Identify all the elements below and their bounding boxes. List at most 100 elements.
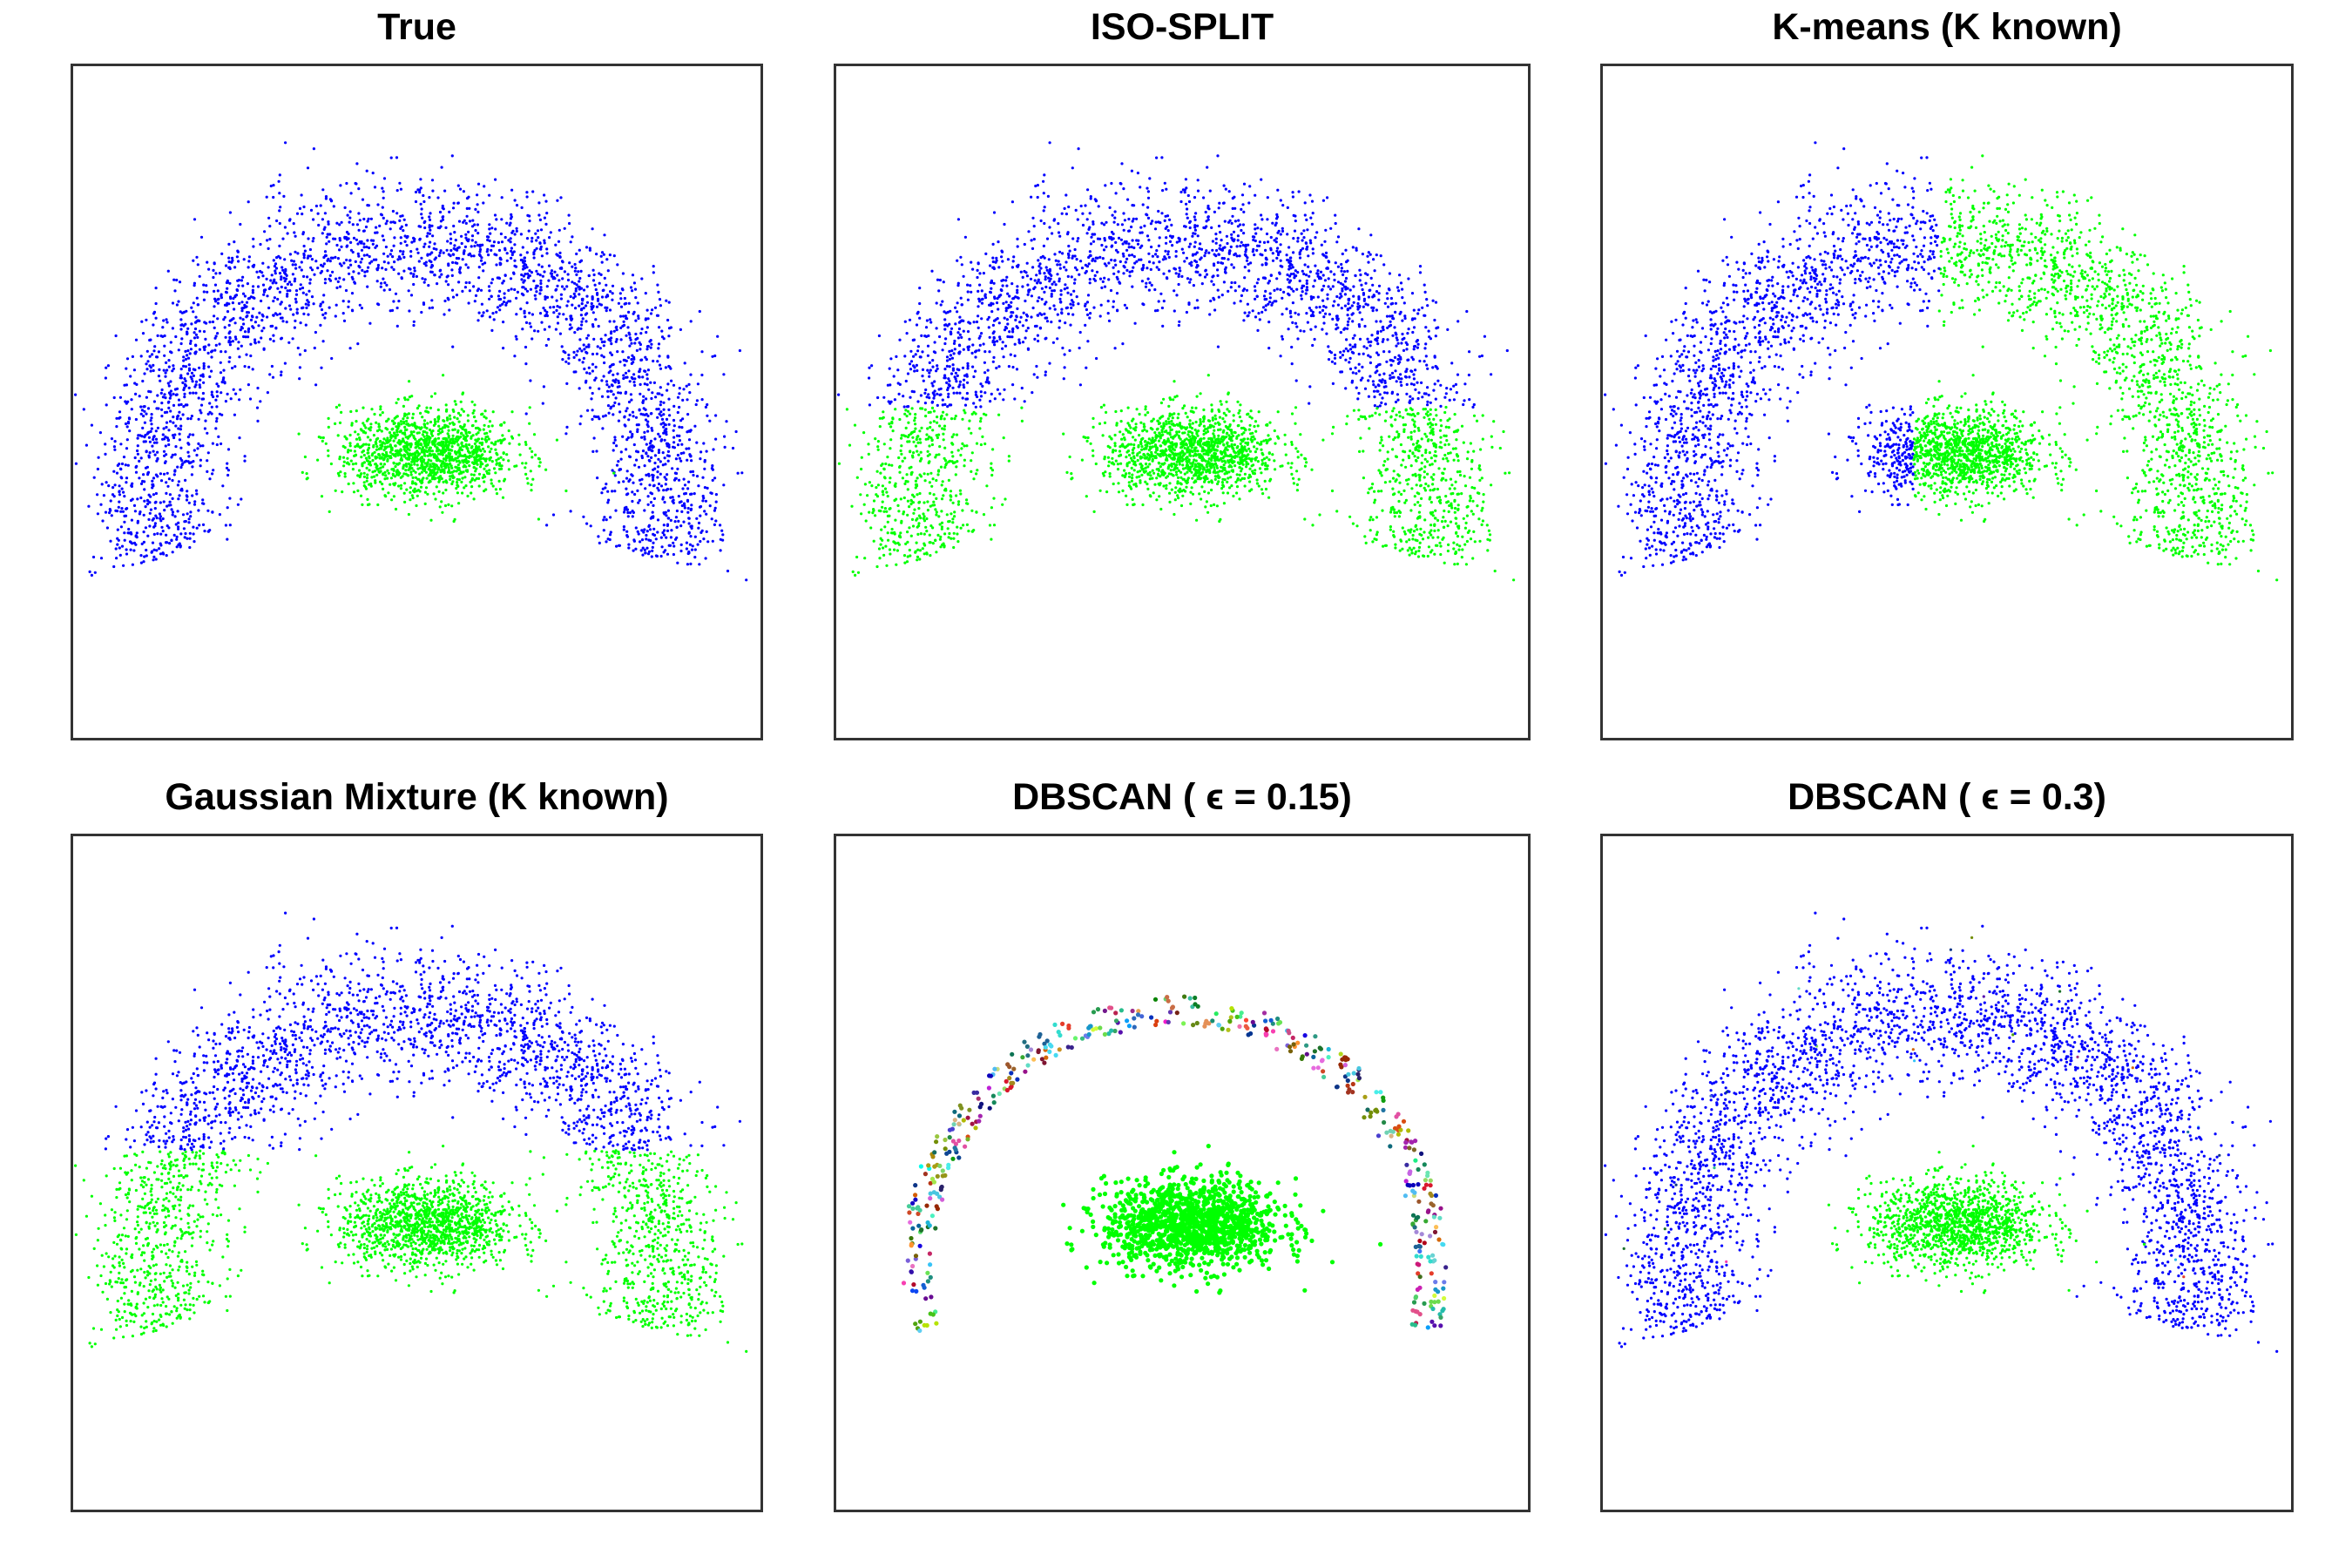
data-point <box>617 460 620 463</box>
data-point <box>523 309 526 313</box>
data-point <box>745 578 748 582</box>
data-point <box>188 433 192 436</box>
data-point <box>326 269 329 273</box>
data-point <box>412 273 416 276</box>
data-point <box>688 543 693 546</box>
data-point <box>562 313 565 316</box>
data-point <box>558 251 562 254</box>
data-point <box>423 226 427 230</box>
data-point <box>673 520 677 524</box>
data-point <box>654 537 658 541</box>
data-point <box>323 212 327 215</box>
data-point <box>629 430 632 434</box>
data-point <box>166 504 169 508</box>
data-point <box>605 380 609 383</box>
data-point <box>620 287 625 291</box>
data-point <box>630 398 633 402</box>
data-point <box>605 309 608 313</box>
data-point <box>605 540 608 544</box>
data-point <box>226 473 230 477</box>
data-point <box>630 341 633 345</box>
data-point <box>190 306 193 309</box>
data-point <box>687 382 691 386</box>
data-point <box>301 213 304 216</box>
data-point <box>674 516 679 519</box>
data-point <box>505 252 509 255</box>
data-point <box>539 279 543 282</box>
data-point <box>594 365 598 368</box>
data-point <box>169 350 172 354</box>
data-point <box>679 419 683 422</box>
data-point <box>567 356 571 360</box>
data-point <box>481 262 484 266</box>
data-point <box>540 321 544 324</box>
data-point <box>185 498 189 502</box>
data-point <box>524 267 527 270</box>
data-point <box>476 232 480 235</box>
data-point <box>188 352 192 355</box>
data-point <box>524 273 527 276</box>
data-point <box>515 337 518 341</box>
data-point <box>652 271 655 274</box>
data-point <box>553 270 557 274</box>
data-point <box>252 307 255 310</box>
data-point <box>659 472 662 476</box>
data-point <box>604 486 607 490</box>
data-point <box>216 332 220 335</box>
data-point <box>678 456 681 460</box>
data-point <box>261 261 265 265</box>
data-point <box>436 282 439 286</box>
data-point <box>196 447 199 450</box>
data-point <box>155 549 159 552</box>
data-point <box>182 359 186 362</box>
data-point <box>488 289 491 293</box>
data-point <box>177 403 181 407</box>
data-point <box>152 532 156 537</box>
data-point <box>295 308 299 311</box>
data-point <box>657 450 661 455</box>
data-point <box>141 479 145 483</box>
data-point <box>213 289 216 293</box>
data-point <box>430 179 435 182</box>
data-point <box>483 261 487 265</box>
data-point <box>541 274 544 278</box>
data-point <box>302 274 306 278</box>
data-point <box>685 384 688 388</box>
data-point <box>566 273 570 276</box>
data-point <box>206 431 209 435</box>
data-point <box>736 471 740 475</box>
data-point <box>637 316 640 321</box>
data-point <box>243 459 247 463</box>
data-point <box>199 403 204 407</box>
data-point <box>662 425 666 429</box>
data-point <box>637 314 640 318</box>
data-point <box>567 213 571 217</box>
data-point <box>247 365 251 369</box>
data-point <box>513 233 517 236</box>
data-point <box>201 523 206 527</box>
data-point <box>141 379 145 383</box>
data-point <box>193 327 198 331</box>
data-point <box>687 447 691 450</box>
data-point <box>598 541 601 545</box>
data-point <box>143 409 146 413</box>
data-point <box>150 427 153 430</box>
data-point <box>611 292 614 295</box>
data-point <box>162 319 166 322</box>
data-point <box>338 285 342 288</box>
data-point <box>668 414 672 417</box>
data-point <box>358 219 362 222</box>
data-point <box>139 456 143 460</box>
data-point <box>145 318 148 321</box>
data-point <box>138 459 141 463</box>
data-point <box>614 396 618 400</box>
data-point <box>171 551 174 554</box>
data-point <box>211 320 215 324</box>
data-point <box>382 216 385 220</box>
data-point <box>195 453 199 457</box>
data-point <box>554 328 558 331</box>
data-point <box>602 253 605 256</box>
data-point <box>658 355 661 358</box>
data-point <box>152 525 156 529</box>
data-point <box>223 315 226 319</box>
